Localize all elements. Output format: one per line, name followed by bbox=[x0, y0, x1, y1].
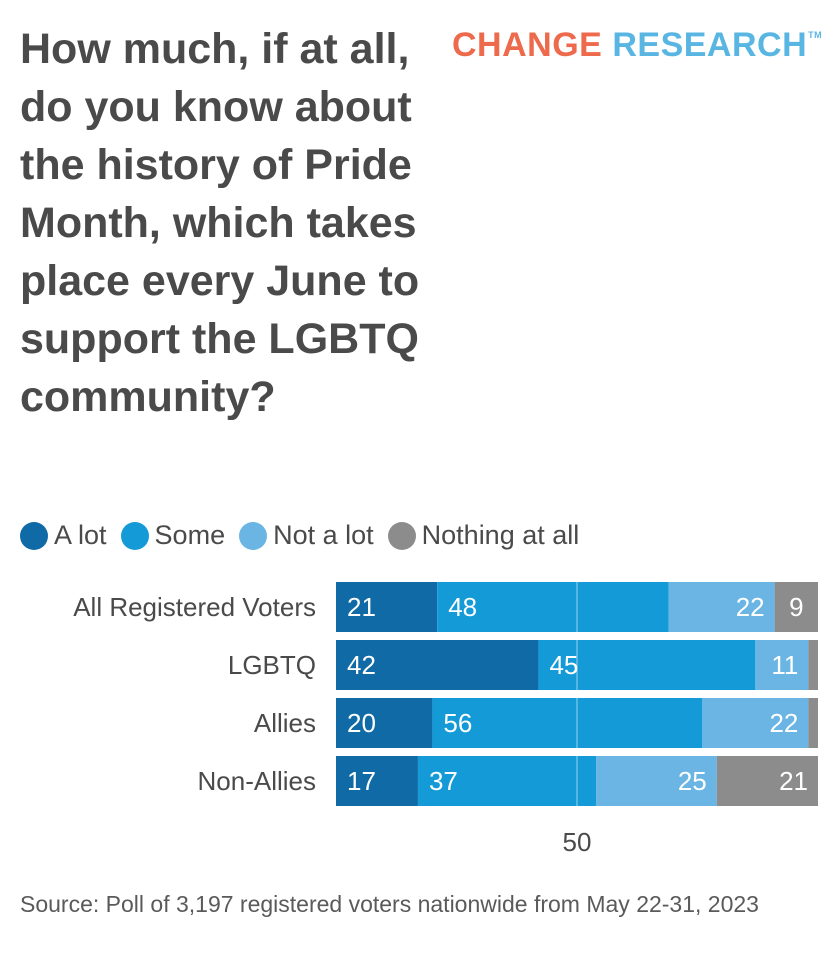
legend-label-a-lot: A lot bbox=[54, 520, 107, 550]
stacked-bar-chart: All Registered Voters 21 48 22 9 LGBTQ 42 45 11 A… bbox=[73, 582, 818, 857]
bar-non-allies-a-lot bbox=[336, 756, 418, 806]
data-label-all-registered-voters-nothing-at-all: 9 bbox=[789, 592, 803, 622]
source-note: Source: Poll of 3,197 registered voters … bbox=[20, 891, 759, 917]
data-label-lgbtq-some: 45 bbox=[549, 650, 578, 680]
data-label-allies-some: 56 bbox=[443, 708, 472, 738]
data-label-all-registered-voters-a-lot: 21 bbox=[347, 592, 376, 622]
data-label-allies-a-lot: 20 bbox=[347, 708, 376, 738]
bar-all-registered-voters-nothing-at-all bbox=[774, 582, 818, 632]
chart-title: How much, if at all, do you know about t… bbox=[20, 25, 420, 421]
legend-swatch-not-a-lot bbox=[239, 521, 268, 550]
data-label-non-allies-not-a-lot: 25 bbox=[678, 766, 707, 796]
data-label-lgbtq-not-a-lot: 11 bbox=[771, 650, 798, 680]
logo-research-text: RESEARCH bbox=[612, 26, 808, 64]
data-label-all-registered-voters-not-a-lot: 22 bbox=[736, 592, 765, 622]
category-label-non-allies: Non-Allies bbox=[198, 766, 317, 796]
bar-allies-a-lot bbox=[336, 698, 433, 748]
legend-item-a-lot: A lot bbox=[20, 520, 107, 551]
bar-all-registered-voters-not-a-lot bbox=[668, 582, 775, 632]
legend-swatch-some bbox=[120, 521, 149, 550]
legend-label-not-a-lot: Not a lot bbox=[273, 520, 374, 550]
data-label-non-allies-a-lot: 17 bbox=[347, 766, 376, 796]
bar-lgbtq-not-a-lot bbox=[755, 640, 809, 690]
legend-label-some: Some bbox=[154, 520, 226, 550]
bar-all-registered-voters-a-lot bbox=[336, 582, 438, 632]
change-research-logo: CHANGE RESEARCHTM bbox=[452, 26, 822, 65]
legend-item-some: Some bbox=[120, 520, 226, 551]
bar-allies-not-a-lot bbox=[702, 698, 809, 748]
category-label-all-registered-voters: All Registered Voters bbox=[73, 592, 316, 622]
data-label-allies-not-a-lot: 22 bbox=[769, 708, 798, 738]
logo-trademark: TM bbox=[808, 30, 823, 40]
x-tick-label-50: 50 bbox=[563, 827, 592, 857]
bar-allies-some bbox=[432, 698, 703, 748]
data-label-lgbtq-a-lot: 42 bbox=[347, 650, 376, 680]
category-label-lgbtq: LGBTQ bbox=[228, 650, 316, 680]
bar-non-allies-some bbox=[417, 756, 597, 806]
legend-item-not-a-lot: Not a lot bbox=[239, 520, 374, 551]
legend-label-nothing-at-all: Nothing at all bbox=[421, 520, 580, 550]
legend-item-nothing-at-all: Nothing at all bbox=[387, 520, 580, 551]
data-label-non-allies-nothing-at-all: 21 bbox=[779, 766, 808, 796]
bar-all-registered-voters-some bbox=[437, 582, 669, 632]
bar-allies-nothing-at-all bbox=[808, 698, 818, 748]
bar-lgbtq-some bbox=[538, 640, 756, 690]
category-label-allies: Allies bbox=[254, 708, 316, 738]
bar-lgbtq-a-lot bbox=[336, 640, 539, 690]
bar-non-allies-not-a-lot bbox=[596, 756, 717, 806]
legend-swatch-a-lot bbox=[20, 521, 48, 550]
bar-non-allies-nothing-at-all bbox=[716, 756, 818, 806]
legend-swatch-nothing-at-all bbox=[387, 521, 416, 550]
data-label-all-registered-voters-some: 48 bbox=[448, 592, 477, 622]
legend: A lot Some Not a lot Nothing at all bbox=[20, 520, 579, 551]
logo-change-text: CHANGE bbox=[452, 26, 603, 64]
bar-lgbtq-nothing-at-all bbox=[808, 640, 818, 690]
data-label-non-allies-some: 37 bbox=[429, 766, 458, 796]
